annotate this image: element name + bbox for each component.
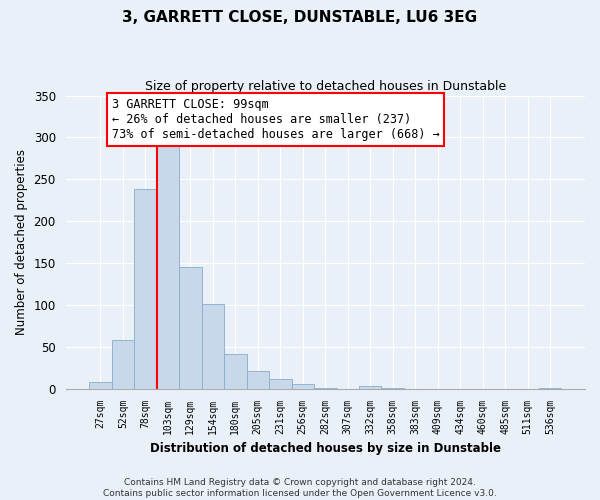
Bar [157, 146, 179, 388]
Title: Size of property relative to detached houses in Dunstable: Size of property relative to detached ho… [145, 80, 506, 93]
Bar [134, 190, 157, 388]
Bar [89, 382, 112, 388]
Bar [269, 378, 292, 388]
Bar [224, 354, 247, 388]
Y-axis label: Number of detached properties: Number of detached properties [15, 149, 28, 335]
X-axis label: Distribution of detached houses by size in Dunstable: Distribution of detached houses by size … [150, 442, 501, 455]
Text: Contains HM Land Registry data © Crown copyright and database right 2024.
Contai: Contains HM Land Registry data © Crown c… [103, 478, 497, 498]
Bar [112, 340, 134, 388]
Bar [247, 371, 269, 388]
Bar [359, 386, 382, 388]
Bar [179, 268, 202, 388]
Bar [292, 384, 314, 388]
Text: 3 GARRETT CLOSE: 99sqm
← 26% of detached houses are smaller (237)
73% of semi-de: 3 GARRETT CLOSE: 99sqm ← 26% of detached… [112, 98, 439, 141]
Bar [202, 304, 224, 388]
Text: 3, GARRETT CLOSE, DUNSTABLE, LU6 3EG: 3, GARRETT CLOSE, DUNSTABLE, LU6 3EG [122, 10, 478, 25]
